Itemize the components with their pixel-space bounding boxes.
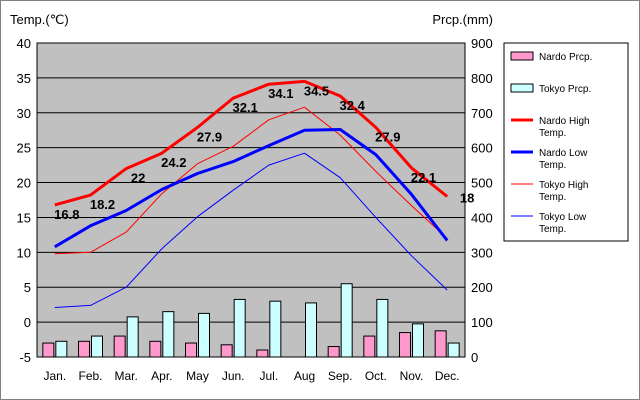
bar-nardo-prcp	[113, 335, 126, 358]
left-tick-label: 15	[17, 210, 31, 225]
bar-nardo-prcp	[327, 346, 340, 358]
bar-tokyo-prcp	[340, 283, 353, 358]
left-tick-label: 5	[24, 280, 31, 295]
line-tokyo-low-temp	[54, 152, 448, 308]
month-label: Aug	[294, 369, 315, 383]
bar-tokyo-prcp	[305, 302, 317, 358]
bar-nardo-prcp	[185, 342, 197, 358]
left-tick-label: 25	[17, 141, 31, 156]
right-tick-label: 800	[471, 71, 493, 86]
month-label: Nov.	[400, 369, 424, 383]
bar-tokyo-prcp	[126, 316, 139, 358]
bar-nardo-prcp	[42, 342, 55, 358]
bar-nardo-prcp	[78, 340, 90, 358]
legend-swatch	[510, 83, 534, 93]
legend-label: Nardo Low Temp.	[539, 148, 588, 171]
left-tick-label: 10	[17, 245, 31, 260]
month-label: Mar.	[114, 369, 137, 383]
right-tick-label: 300	[471, 245, 493, 260]
data-label: 16.8	[54, 207, 79, 222]
bar-tokyo-prcp	[162, 311, 175, 358]
month-label: Oct.	[365, 369, 387, 383]
legend-label: Tokyo Low Temp.	[539, 212, 587, 235]
bar-tokyo-prcp	[412, 323, 424, 358]
data-label: 27.9	[375, 129, 400, 144]
bar-tokyo-prcp	[269, 300, 282, 358]
bar-tokyo-prcp	[376, 298, 389, 358]
right-tick-label: 700	[471, 106, 493, 121]
line-tokyo-high-temp	[54, 106, 448, 255]
bar-tokyo-prcp	[233, 298, 246, 358]
bar-nardo-prcp	[434, 330, 447, 358]
month-label: Feb.	[78, 369, 102, 383]
month-label: Sep.	[328, 369, 353, 383]
bar-tokyo-prcp	[91, 335, 103, 358]
right-tick-label: 200	[471, 280, 493, 295]
data-label: 32.1	[233, 100, 258, 115]
bar-nardo-prcp	[256, 349, 269, 358]
right-axis-title: Prcp.(mm)	[432, 12, 493, 27]
data-label: 32.4	[340, 98, 366, 113]
left-tick-label: -5	[19, 350, 31, 365]
bar-nardo-prcp	[363, 335, 376, 358]
data-label: 18	[460, 191, 474, 206]
left-tick-label: 0	[24, 315, 31, 330]
month-label: Dec.	[435, 369, 460, 383]
month-label: Jul.	[259, 369, 278, 383]
left-tick-label: 35	[17, 71, 31, 86]
left-tick-label: 20	[17, 176, 31, 191]
data-label: 24.2	[161, 155, 186, 170]
right-tick-label: 100	[471, 315, 493, 330]
right-tick-label: 0	[471, 350, 478, 365]
month-label: Jan.	[43, 369, 66, 383]
legend-box	[503, 42, 629, 242]
left-axis-title: Temp.(℃)	[10, 12, 69, 27]
month-label: Apr.	[151, 369, 172, 383]
line-nardo-high-temp	[54, 79, 449, 207]
right-tick-label: 600	[471, 141, 493, 156]
left-tick-label: 30	[17, 106, 31, 121]
legend-label: Tokyo High Temp.	[539, 180, 588, 203]
legend-label: Nardo High Temp.	[539, 116, 590, 139]
month-label: Jun.	[222, 369, 245, 383]
legend-label: Tokyo Prcp.	[539, 84, 591, 95]
right-tick-label: 400	[471, 210, 493, 225]
plot-area	[36, 42, 466, 358]
data-label: 27.9	[197, 129, 222, 144]
data-label: 22.1	[411, 170, 436, 185]
legend-label: Nardo Prcp.	[539, 52, 592, 63]
line-nardo-low-temp	[54, 128, 449, 249]
bar-nardo-prcp	[220, 344, 233, 358]
right-tick-label: 900	[471, 36, 493, 51]
left-tick-label: 40	[17, 36, 31, 51]
data-label: 34.5	[304, 83, 329, 98]
data-label: 18.2	[90, 197, 115, 212]
bar-tokyo-prcp	[447, 342, 460, 358]
data-label: 34.1	[268, 86, 293, 101]
bar-nardo-prcp	[149, 340, 162, 358]
legend-swatch	[510, 51, 534, 61]
data-label: 22	[131, 171, 145, 186]
bar-tokyo-prcp	[55, 340, 68, 358]
bar-nardo-prcp	[399, 332, 411, 358]
month-label: May	[186, 369, 209, 383]
right-tick-label: 500	[471, 176, 493, 191]
bar-tokyo-prcp	[198, 312, 210, 358]
